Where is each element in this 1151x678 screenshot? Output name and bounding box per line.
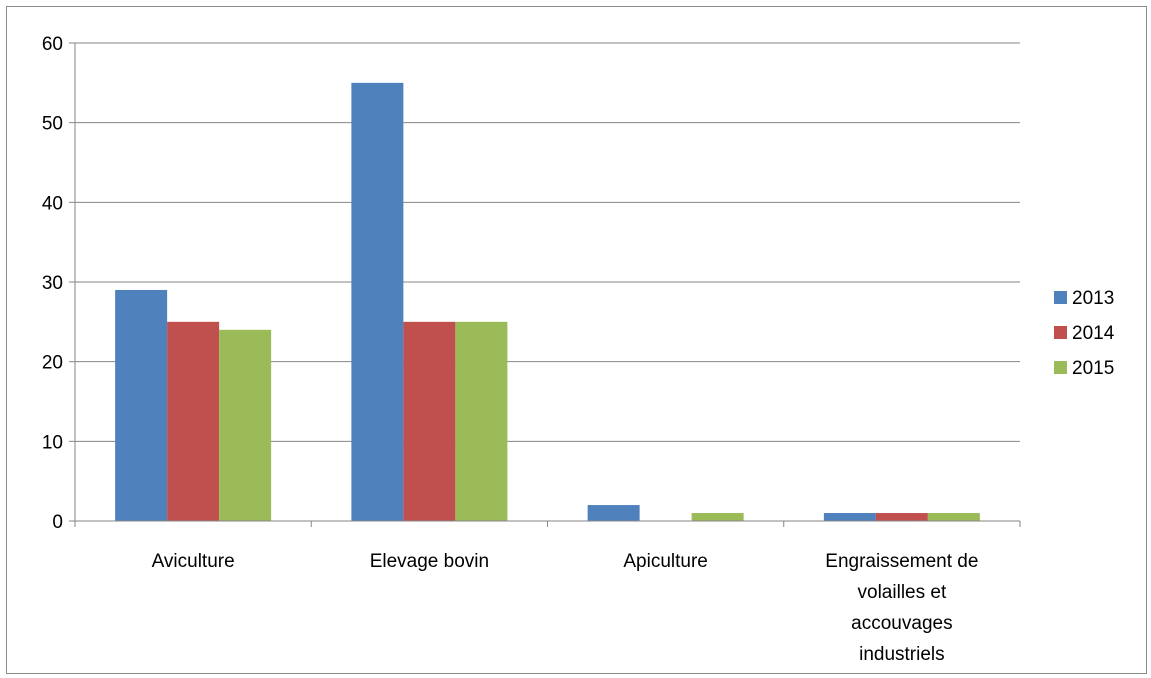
legend-label: 2013 (1072, 288, 1114, 309)
legend-label: 2014 (1072, 323, 1115, 344)
legend-swatch-2014 (1054, 326, 1067, 339)
y-tick-label: 30 (42, 273, 63, 294)
bar-2015-2 (691, 513, 744, 521)
legend: 2013 2014 2015 (1054, 288, 1115, 379)
bar-2014-3 (875, 513, 928, 521)
y-tick-label: 20 (42, 353, 63, 374)
bar-2015-3 (927, 513, 980, 521)
x-tick-label: Engraissement de (825, 551, 978, 572)
x-tick-label: Aviculture (152, 551, 235, 572)
bars (115, 82, 980, 521)
legend-label: 2015 (1072, 358, 1114, 379)
bar-chart: 0 10 20 30 40 50 60 Aviculture Elevage bovin Apic… (42, 34, 1115, 665)
bar-2013-1 (351, 82, 404, 521)
bar-2013-3 (823, 513, 876, 521)
bar-2013-0 (115, 289, 168, 521)
bar-2014-0 (167, 321, 220, 521)
bar-2014-1 (403, 321, 456, 521)
y-tick-label: 60 (42, 34, 63, 55)
x-tick-label: Elevage bovin (370, 551, 489, 572)
x-tick-label: industriels (859, 644, 945, 665)
bar-2013-2 (587, 505, 640, 521)
x-tick-label: Apiculture (623, 551, 708, 572)
axes: 0 10 20 30 40 50 60 Aviculture Elevage bovin Apic… (42, 34, 1021, 665)
x-tick-label: volailles et (858, 582, 947, 603)
y-tick-label: 0 (52, 512, 63, 533)
chart-container: 0 10 20 30 40 50 60 Aviculture Elevage bovin Apic… (6, 6, 1147, 674)
x-tick-label: accouvages (851, 613, 952, 634)
legend-swatch-2013 (1054, 291, 1067, 304)
bar-2015-0 (219, 329, 272, 521)
y-tick-label: 50 (42, 114, 63, 135)
y-tick-label: 10 (42, 432, 63, 453)
bar-2015-1 (455, 321, 508, 521)
y-tick-label: 40 (42, 193, 63, 214)
legend-swatch-2015 (1054, 361, 1067, 374)
